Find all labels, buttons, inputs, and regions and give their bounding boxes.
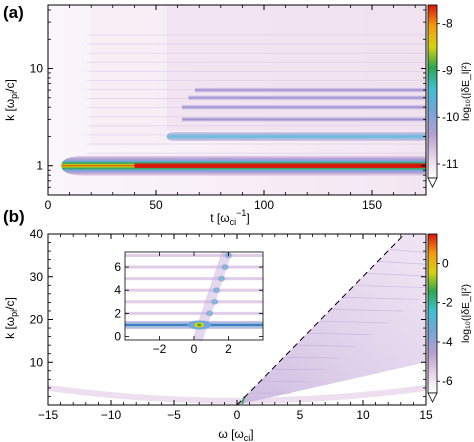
- wedge-stripe: [284, 356, 339, 359]
- inset-mode-blob: [210, 298, 219, 305]
- wedge-stripe: [342, 296, 419, 300]
- inset-y-tick-label: 2: [114, 306, 121, 320]
- colorbar-tick-label: 0: [442, 256, 449, 270]
- y-tick-label: 10: [30, 62, 44, 76]
- colorbar-extension: [427, 177, 438, 188]
- colorbar-extension: [427, 392, 438, 403]
- inset-y-tick-label: 0: [114, 330, 121, 344]
- colorbar-label: log₁₀(|δE_l|²): [460, 62, 472, 121]
- colorbar-tick-label: -4: [442, 335, 453, 349]
- inset-mode-blob: [217, 275, 226, 282]
- inset-mode-blob: [212, 287, 221, 294]
- x-tick-label: −15: [38, 408, 59, 422]
- wedge-stripe: [366, 272, 427, 277]
- wedge-stripe: [295, 344, 355, 347]
- x-tick-label: 150: [362, 198, 382, 212]
- wedge-stripe: [272, 368, 323, 371]
- panel-a-label: (a): [3, 3, 24, 22]
- inset-y-ticks: 0 2 4 6: [114, 260, 263, 344]
- inset-mode-blob: [205, 310, 214, 317]
- panel-a: 0 50 100 150 1 10 (a) t [ωci−1] k [ωpi/c] -8…: [3, 3, 472, 227]
- x-tick-label: 10: [356, 408, 370, 422]
- x-tick-label: 50: [149, 198, 163, 212]
- plot-b-y-axis-label: k [ωpi/c]: [3, 297, 19, 339]
- x-tick-label: −5: [167, 408, 181, 422]
- inset-y-tick-label: 6: [114, 260, 121, 274]
- spectral-wedge: [237, 234, 426, 405]
- plot-a-frame: [47, 4, 427, 196]
- colorbar-tick-label: -8: [442, 17, 453, 31]
- wedge-stripe: [331, 308, 403, 312]
- plot-b-x-axis-label: ω [ωci]: [218, 427, 253, 442]
- wedge-stripe: [354, 284, 427, 289]
- y-tick-label: 40: [30, 227, 44, 241]
- inset-band: [125, 265, 263, 269]
- band-k4: [181, 104, 426, 110]
- inset-plot: −2 0 2 0 2 4 6: [114, 250, 264, 356]
- band-k5: [188, 95, 426, 101]
- plot-a-heatmap: [61, 5, 427, 176]
- y-tick-label: 30: [30, 270, 44, 284]
- inset-band: [125, 277, 263, 281]
- plot-a-y-axis-label: k [ωpi/c]: [3, 79, 19, 121]
- band-k6: [194, 87, 426, 93]
- wedge-stripe: [319, 320, 387, 324]
- colorbar-tick-label: -2: [442, 296, 453, 310]
- x-tick-label: 0: [45, 198, 52, 212]
- y-tick-label: 10: [30, 355, 44, 369]
- band-k2: [166, 131, 427, 141]
- colorbar-b: 0 -2 -4 -6 log₁₀(|δE_l|²): [427, 233, 472, 403]
- x-tick-label: 5: [297, 408, 304, 422]
- inset-mode-blob: [221, 263, 230, 271]
- plot-b-x-ticks: −15 −10 −5 0 5 10 15: [38, 234, 433, 422]
- inset-x-tick-label: 2: [225, 342, 232, 356]
- y-tick-label: 20: [30, 313, 44, 327]
- wedge-stripe: [307, 332, 371, 335]
- x-tick-label: 15: [419, 408, 433, 422]
- inset-band: [125, 288, 263, 292]
- plot-b-heatmap: [47, 233, 427, 406]
- wedge-stripe: [378, 261, 427, 265]
- x-tick-label: 100: [254, 198, 274, 212]
- plot-a-x-axis-label: t [ωci−1]: [210, 208, 249, 227]
- colorbar-tick-label: -6: [442, 374, 453, 388]
- inset-x-tick-label: 0: [191, 342, 198, 356]
- colorbar-label: log₁₀(|δE_l|²): [460, 284, 472, 343]
- colorbar-a: -8 -9 -10 -11 log₁₀(|δE_l|²): [427, 4, 472, 188]
- plot-a-x-ticks: 0 50 100 150: [45, 5, 416, 212]
- noise-region: [166, 5, 427, 131]
- colorbar-tick-label: -10: [442, 110, 460, 124]
- inset-band: [125, 300, 263, 304]
- inset-band: [125, 311, 263, 315]
- inset-y-tick-label: 4: [114, 283, 121, 297]
- panel-b-label: (b): [3, 207, 25, 226]
- colorbar-gradient: [427, 233, 438, 394]
- colorbar-gradient: [427, 4, 438, 179]
- wedge-stripe: [389, 249, 427, 253]
- noise-region: [91, 5, 167, 146]
- inset-x-ticks: −2 0 2: [153, 252, 232, 356]
- y-tick-label: 1: [36, 159, 43, 173]
- plot-a-y-ticks: 1 10: [30, 9, 426, 188]
- x-tick-label: −10: [101, 408, 122, 422]
- inset-mode-center: [197, 323, 202, 327]
- band-k1-core: [134, 163, 426, 168]
- colorbar-tick-label: -9: [442, 63, 453, 77]
- band-k3: [181, 116, 426, 122]
- inset-x-tick-label: −2: [153, 342, 167, 356]
- x-tick-label: 0: [234, 408, 241, 422]
- colorbar-tick-label: -11: [442, 157, 459, 171]
